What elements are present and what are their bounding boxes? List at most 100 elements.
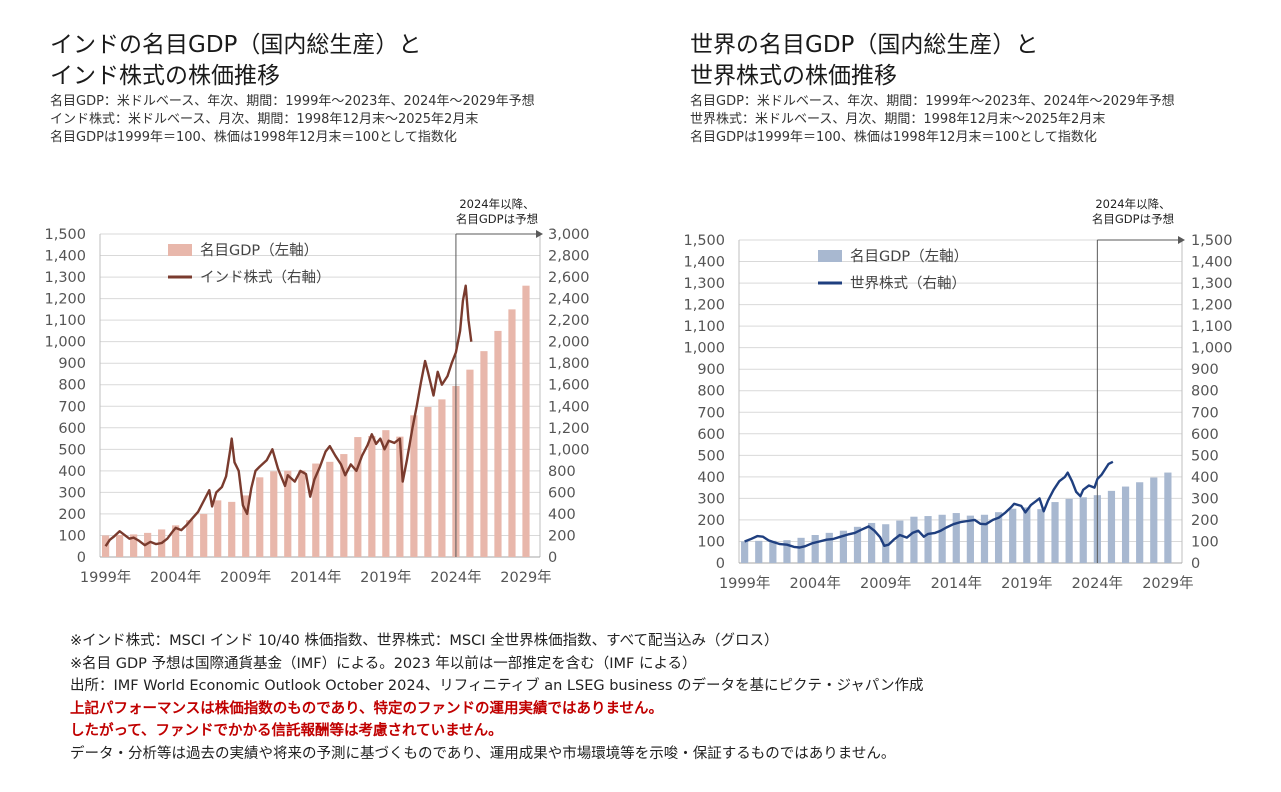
right-y-right-tick: 200 xyxy=(1191,513,1219,529)
left-y-right-tick: 1,400 xyxy=(548,399,590,415)
left-gdp-bar xyxy=(172,525,180,557)
left-gdp-bar xyxy=(340,454,348,557)
left-x-tick: 2029年 xyxy=(500,569,551,586)
right-y-right-tick: 700 xyxy=(1191,405,1219,421)
footnote-index-definition: ※インド株式：MSCI インド 10/40 株価指数、世界株式：MSCI 全世界… xyxy=(70,633,779,649)
right-gdp-bar xyxy=(994,512,1003,563)
right-y-right-tick: 1,300 xyxy=(1191,276,1233,292)
right-y-left-tick: 900 xyxy=(697,362,725,378)
left-gdp-bar xyxy=(354,437,362,557)
right-chart-subtitle-1: 名目GDP：米ドルベース、年次、期間：1999年～2023年、2024年～202… xyxy=(690,94,1175,109)
left-chart-subtitle-3: 名目GDPは1999年＝100、株価は1998年12月末＝100として指数化 xyxy=(50,130,457,145)
left-y-right-tick: 1,600 xyxy=(548,378,590,394)
right-gdp-bar xyxy=(741,541,749,563)
left-gdp-bar xyxy=(284,470,292,557)
right-y-left-tick: 1,400 xyxy=(683,255,725,271)
right-gdp-bar xyxy=(825,532,833,563)
right-y-left-tick: 700 xyxy=(697,405,725,421)
left-x-tick: 1999年 xyxy=(80,569,131,586)
left-gdp-bar xyxy=(522,285,530,557)
right-gdp-bar xyxy=(966,515,974,563)
left-y-left-tick: 300 xyxy=(58,485,86,501)
right-y-left-tick: 0 xyxy=(716,556,725,572)
left-y-left-tick: 400 xyxy=(58,464,86,480)
left-y-left-tick: 1,000 xyxy=(44,335,86,351)
left-gdp-bar xyxy=(382,430,390,557)
right-gdp-bar xyxy=(1136,482,1144,563)
left-y-left-tick: 700 xyxy=(58,399,86,415)
right-y-right-tick: 1,400 xyxy=(1191,255,1233,271)
left-gdp-bar xyxy=(214,500,222,557)
left-gdp-bar xyxy=(438,399,446,557)
right-annotation-line-1: 2024年以降、 xyxy=(1095,197,1170,211)
right-legend-gdp-label: 名目GDP（左軸） xyxy=(850,248,968,265)
left-gdp-bar xyxy=(200,513,208,557)
left-y-left-tick: 100 xyxy=(58,528,86,544)
right-gdp-bar xyxy=(1107,490,1116,563)
left-gdp-bar xyxy=(102,535,110,557)
left-y-right-tick: 800 xyxy=(548,464,576,480)
left-chart-header: インドの名目GDP（国内総生産）と インド株式の株価推移 名目GDP：米ドルベー… xyxy=(50,30,650,147)
right-y-right-tick: 100 xyxy=(1191,534,1219,550)
left-gdp-bar xyxy=(494,330,502,557)
left-y-left-tick: 1,300 xyxy=(44,270,86,286)
right-chart: 0 100 200 300 400 500 600 700 800 900 1,000 1,100 1,… xyxy=(683,197,1232,592)
right-y-right-tick: 1,000 xyxy=(1191,341,1233,357)
right-gdp-bar xyxy=(797,537,805,563)
right-gdp-bar xyxy=(811,535,819,563)
left-gdp-bar xyxy=(410,415,418,557)
right-chart-title-line-1: 世界の名目GDP（国内総生産）と xyxy=(690,32,1039,58)
right-y-right-tick: 1,500 xyxy=(1191,233,1233,249)
right-y-left-tick: 1,500 xyxy=(683,233,725,249)
left-gdp-bar xyxy=(144,532,152,557)
left-x-tick: 2004年 xyxy=(150,569,201,586)
left-y-right-tick: 2,000 xyxy=(548,335,590,351)
left-y-left-tick: 1,200 xyxy=(44,292,86,308)
right-y-right-tick: 0 xyxy=(1191,556,1200,572)
left-y-left-tick: 1,100 xyxy=(44,313,86,329)
left-gdp-bar xyxy=(424,406,432,557)
right-gdp-bar xyxy=(1079,497,1087,563)
right-gdp-bar xyxy=(882,524,890,563)
left-gdp-bar xyxy=(466,369,474,557)
left-gdp-bar xyxy=(242,495,250,557)
left-stock-line xyxy=(104,284,473,547)
left-gdp-bar xyxy=(186,520,194,557)
right-y-right-tick: 1,200 xyxy=(1191,298,1233,314)
right-x-tick: 2014年 xyxy=(931,575,982,592)
left-chart-title-line-2: インド株式の株価推移 xyxy=(50,63,280,89)
left-gdp-bar xyxy=(270,471,278,557)
right-y-right-tick: 1,100 xyxy=(1191,319,1233,335)
left-y-left-tick: 800 xyxy=(58,378,86,394)
left-y-right-tick: 2,400 xyxy=(548,292,590,308)
right-y-right-tick: 600 xyxy=(1191,427,1219,443)
right-y-left-tick: 1,300 xyxy=(683,276,725,292)
right-chart-header: 世界の名目GDP（国内総生産）と 世界株式の株価推移 名目GDP：米ドルベース、… xyxy=(690,30,1281,147)
left-gdp-bar xyxy=(256,477,264,557)
left-chart: 0 100 200 300 400 500 600 700 800 900 1,000 1,100 1,… xyxy=(44,197,589,586)
left-gdp-bar xyxy=(326,461,334,557)
left-y-left-tick: 1,500 xyxy=(44,227,86,243)
left-gdp-bar xyxy=(228,501,236,557)
right-gdp-bar xyxy=(952,513,960,563)
right-legend-gdp-swatch xyxy=(818,250,842,262)
right-gdp-bar xyxy=(853,526,862,563)
left-chart-title-line-1: インドの名目GDP（国内総生産）と xyxy=(50,32,422,58)
left-gdp-bar xyxy=(480,351,488,557)
right-gdp-bar xyxy=(1009,508,1017,563)
left-gdp-bar xyxy=(508,309,516,557)
right-y-left-tick: 400 xyxy=(697,470,725,486)
left-annotation-line-1: 2024年以降、 xyxy=(459,197,534,211)
left-y-right-tick: 600 xyxy=(548,485,576,501)
right-y-right-tick: 800 xyxy=(1191,384,1219,400)
right-y-left-tick: 300 xyxy=(697,491,725,507)
right-x-tick: 1999年 xyxy=(719,575,770,592)
left-y-right-tick: 2,600 xyxy=(548,270,590,286)
right-gdp-bar xyxy=(980,514,989,563)
left-y-right-tick: 2,800 xyxy=(548,249,590,265)
left-legend-gdp-swatch xyxy=(168,244,192,256)
left-gdp-bar xyxy=(116,535,124,557)
right-stock-line xyxy=(744,460,1114,549)
right-gdp-bar xyxy=(769,540,777,563)
